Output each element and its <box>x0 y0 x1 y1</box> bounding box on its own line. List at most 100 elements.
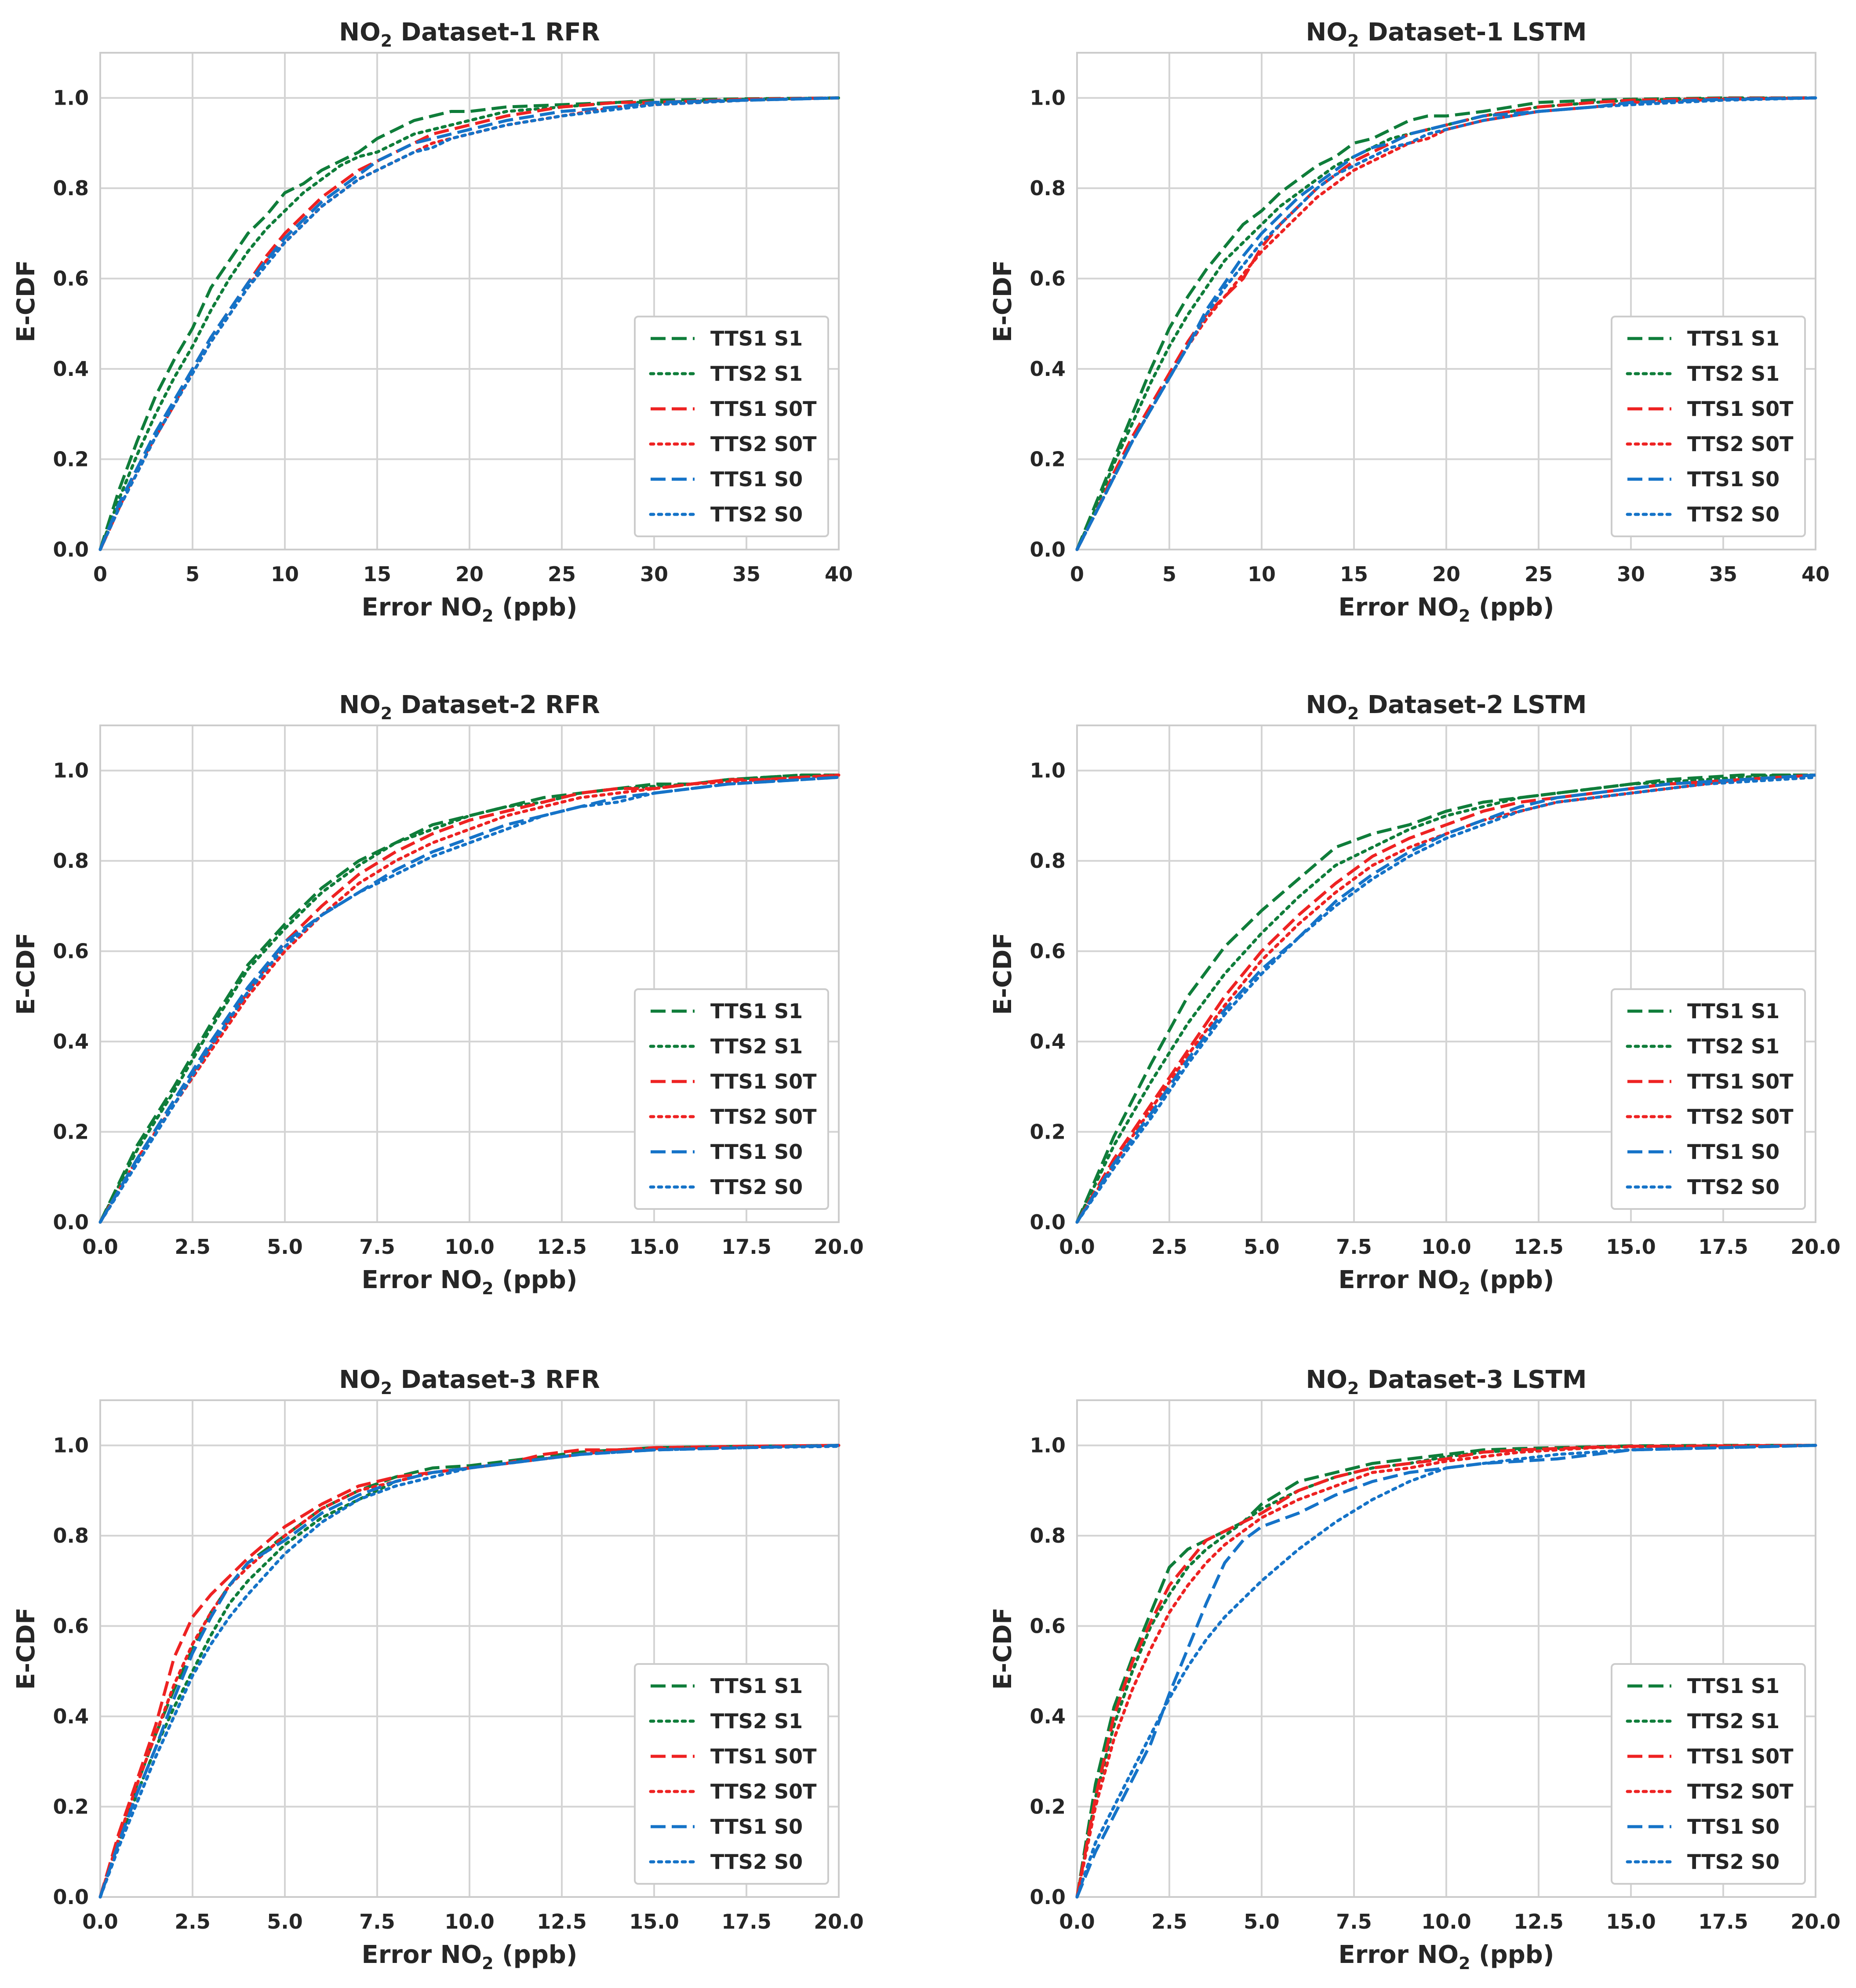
y-axis-label: E-CDF <box>12 932 40 1015</box>
x-tick-label: 2.5 <box>1151 1910 1187 1933</box>
y-tick-label: 0.0 <box>1030 1885 1066 1909</box>
x-tick-label: 17.5 <box>1698 1235 1748 1259</box>
y-tick-label: 0.2 <box>53 1795 89 1819</box>
legend-label: TTS2 S0T <box>710 432 817 456</box>
legend-label: TTS1 S1 <box>1687 999 1780 1023</box>
x-tick-label: 15 <box>363 562 391 586</box>
chart-panel-5: 0.0 2.5 5.0 7.5 10.0 12.5 15.0 17.5 20.0 0.0 0.2 0.… <box>12 1365 864 1973</box>
y-tick-label: 0.6 <box>1030 939 1066 963</box>
x-axis-label: Error NO2 (ppb) <box>1339 1941 1554 1973</box>
legend: TTS1 S1 TTS2 S1 TTS1 S0T TTS2 S0T TTS1 S0 TTS… <box>1611 988 1806 1210</box>
x-tick-label: 17.5 <box>1698 1910 1748 1933</box>
series-line-tts2-s0 <box>98 776 841 1224</box>
series-line-tts1-s1 <box>1075 96 1816 550</box>
series-line-tts1-s1 <box>1075 773 1816 1223</box>
x-tick-label: 15 <box>1340 562 1368 586</box>
y-tick-label: 0.0 <box>1030 538 1066 561</box>
chart-panel-2: 0 5 10 15 20 25 30 35 40 0.0 0.2 0.4 0.6 0.8 1.0 NO2 Da… <box>989 18 1830 626</box>
legend-label: TTS1 S0 <box>1687 1815 1780 1839</box>
y-tick-label: 0.4 <box>1030 1704 1066 1728</box>
y-axis-label: E-CDF <box>12 1607 40 1689</box>
y-tick-label: 0.2 <box>1030 448 1066 471</box>
x-tick-label: 20.0 <box>1790 1235 1841 1259</box>
series-line-tts2-s0 <box>98 96 841 551</box>
series-line-tts2-s1 <box>1075 773 1817 1224</box>
legend-box <box>1611 1663 1806 1885</box>
y-tick-label: 1.0 <box>53 1434 89 1457</box>
x-tick-label: 40 <box>825 562 853 586</box>
series-line-tts1-s0 <box>98 96 839 550</box>
x-tick-label: 17.5 <box>721 1235 772 1259</box>
series-line-tts2-s0 <box>1075 96 1817 551</box>
x-axis-label: Error NO2 (ppb) <box>362 593 578 626</box>
x-tick-label: 10 <box>271 562 299 586</box>
legend-label: TTS1 S0T <box>1687 1070 1794 1093</box>
plot-frame <box>1076 52 1816 550</box>
chart-panel-4: 0.0 2.5 5.0 7.5 10.0 12.5 15.0 17.5 20.0 0.0 0.2 0.… <box>989 691 1841 1298</box>
series-line-tts1-s0 <box>1075 1444 1816 1898</box>
series-line-tts1-s1 <box>98 96 839 550</box>
plot-frame <box>99 725 840 1223</box>
x-tick-label: 30 <box>1617 562 1645 586</box>
x-tick-label: 20 <box>455 562 484 586</box>
x-tick-label: 10.0 <box>444 1235 495 1259</box>
x-tick-label: 10.0 <box>1421 1910 1471 1933</box>
y-tick-label: 0.8 <box>53 176 89 200</box>
x-tick-label: 20.0 <box>1790 1910 1841 1933</box>
x-tick-label: 5.0 <box>1244 1235 1280 1259</box>
x-tick-label: 35 <box>732 562 761 586</box>
y-tick-label: 1.0 <box>1030 759 1066 783</box>
legend-label: TTS2 S0 <box>710 502 803 526</box>
x-axis-label: Error NO2 (ppb) <box>362 1266 578 1298</box>
legend-label: TTS2 S1 <box>710 1709 803 1733</box>
y-tick-label: 0.6 <box>1030 267 1066 291</box>
legend: TTS1 S1 TTS2 S1 TTS1 S0T TTS2 S0T TTS1 S0 TTS… <box>1611 1663 1806 1885</box>
chart-title: NO2 Dataset-3 RFR <box>339 1365 600 1398</box>
legend-box <box>634 1663 829 1885</box>
legend: TTS1 S1 TTS2 S1 TTS1 S0T TTS2 S0T TTS1 S0 TTS… <box>634 988 829 1210</box>
y-tick-label: 0.4 <box>1030 1030 1066 1053</box>
chart-title: NO2 Dataset-2 LSTM <box>1306 691 1587 723</box>
series-line-tts1-s0t <box>98 773 839 1223</box>
x-tick-label: 0.0 <box>1059 1235 1095 1259</box>
x-tick-label: 15.0 <box>629 1235 679 1259</box>
legend-label: TTS1 S0T <box>710 1744 817 1768</box>
chart-title: NO2 Dataset-1 RFR <box>339 18 600 51</box>
plot-frame <box>1076 725 1816 1223</box>
legend-box <box>634 316 829 537</box>
x-tick-label: 5.0 <box>1244 1910 1280 1933</box>
legend-box <box>634 988 829 1210</box>
legend-label: TTS2 S0T <box>1687 1105 1794 1129</box>
y-tick-label: 0.6 <box>53 267 89 291</box>
y-tick-label: 0.2 <box>53 448 89 471</box>
chart-panel-1: 0 5 10 15 20 25 30 35 40 0.0 0.2 0.4 0.6 0.8 1.0 NO2 Da… <box>12 18 853 626</box>
y-tick-label: 0.6 <box>53 1614 89 1638</box>
y-tick-label: 0.4 <box>53 1704 89 1728</box>
x-tick-label: 0.0 <box>82 1910 118 1933</box>
x-tick-label: 0.0 <box>82 1235 118 1259</box>
x-tick-label: 10.0 <box>444 1910 495 1933</box>
legend-label: TTS2 S0 <box>1687 502 1780 526</box>
legend-box <box>1611 988 1806 1210</box>
x-tick-label: 5 <box>186 562 200 586</box>
y-tick-label: 1.0 <box>1030 1434 1066 1457</box>
legend-label: TTS1 S0 <box>1687 1140 1780 1164</box>
series-line-tts1-s0t <box>1075 96 1816 550</box>
legend-label: TTS1 S0T <box>1687 397 1794 421</box>
x-tick-label: 20 <box>1432 562 1460 586</box>
legend-label: TTS1 S0 <box>710 1815 803 1839</box>
legend-label: TTS2 S1 <box>1687 1034 1780 1058</box>
legend-label: TTS2 S0T <box>1687 1780 1794 1803</box>
y-tick-label: 0.6 <box>1030 1614 1066 1638</box>
y-tick-label: 0.4 <box>1030 357 1066 381</box>
y-tick-label: 0.8 <box>1030 176 1066 200</box>
x-tick-label: 5.0 <box>267 1235 303 1259</box>
legend: TTS1 S1 TTS2 S1 TTS1 S0T TTS2 S0T TTS1 S0 TTS… <box>634 1663 829 1885</box>
x-tick-label: 25 <box>548 562 576 586</box>
series-line-tts2-s0 <box>98 1445 841 1899</box>
series-line-tts1-s0t <box>1075 773 1816 1223</box>
x-tick-label: 20.0 <box>814 1910 864 1933</box>
chart-panel-3: 0.0 2.5 5.0 7.5 10.0 12.5 15.0 17.5 20.0 0.0 0.2 0.… <box>12 691 864 1298</box>
x-tick-label: 2.5 <box>175 1910 211 1933</box>
plot-frame <box>99 52 840 550</box>
